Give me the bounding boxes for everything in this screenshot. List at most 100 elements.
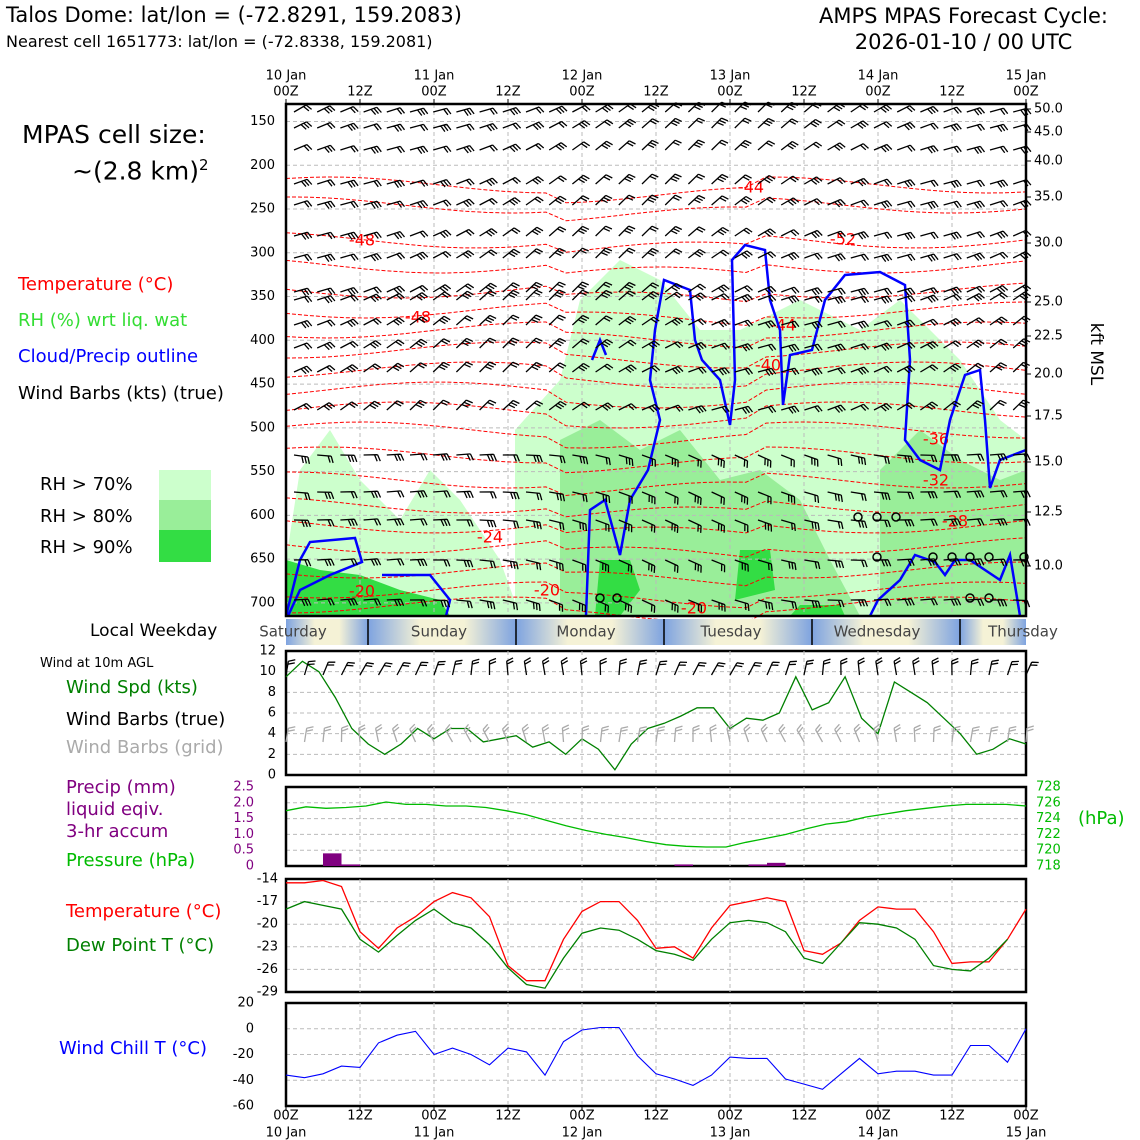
calm-wind-circle — [853, 512, 863, 522]
wind-barb — [943, 598, 962, 606]
wind-barb — [897, 295, 916, 303]
weekday-label: Tuesday — [699, 623, 761, 641]
wind-barb — [363, 252, 382, 262]
wind-barb — [432, 315, 451, 326]
wind-barb — [525, 400, 544, 411]
wind-barb — [966, 400, 984, 411]
wind-barb — [757, 294, 777, 302]
wind-barb — [920, 491, 938, 499]
wind-barb — [409, 230, 429, 238]
surface-wind-barb — [599, 657, 607, 676]
wind-barb — [386, 145, 406, 154]
bottom-hour-label: 00Z — [717, 1109, 743, 1124]
wind-barb — [456, 228, 475, 237]
wind-barb — [548, 289, 566, 301]
grid-wind-barb — [692, 724, 700, 742]
wind-barb — [293, 454, 311, 465]
wind-barb — [897, 253, 916, 262]
wind-barb — [641, 118, 659, 129]
wind-barb — [920, 253, 939, 262]
wind-barb — [966, 179, 986, 188]
wind-barb — [502, 361, 520, 373]
wind-barb — [571, 289, 590, 301]
wind-barb — [548, 105, 568, 115]
wind-barb — [873, 253, 893, 262]
pressure-tick-label: 350 — [250, 289, 275, 304]
wind-barb — [711, 559, 726, 573]
wind-barb — [804, 320, 823, 329]
wind-barb — [641, 173, 659, 185]
wind-barb — [989, 338, 1008, 349]
wind-barb — [641, 194, 659, 206]
kft-tick-label: 30.0 — [1034, 236, 1063, 251]
temperature-contour-label: -20 — [681, 599, 707, 618]
wind-barb — [664, 341, 684, 349]
wind-barb — [688, 341, 707, 351]
wind-barb — [618, 339, 637, 349]
wind-barb — [432, 291, 451, 301]
wind-barb — [897, 558, 915, 567]
wind-barb — [433, 123, 452, 132]
grid-wind-barb — [303, 726, 314, 743]
wind-barb — [363, 340, 382, 349]
surface-wind-barb — [340, 661, 355, 676]
wind-barb — [479, 519, 497, 528]
legend-local-weekday: Local Weekday — [90, 621, 218, 641]
wind-barb — [363, 558, 382, 566]
wind-barb — [897, 200, 916, 208]
wind-barb — [433, 107, 452, 116]
wind-barb — [757, 367, 777, 376]
windspd-tick-label: 10 — [259, 664, 276, 679]
windspd-tick-label: 8 — [268, 685, 276, 700]
weekday-band — [664, 619, 812, 645]
temperature-contour — [285, 301, 1027, 326]
grid-wind-barb — [969, 726, 980, 743]
wind-barb — [293, 402, 313, 411]
bottom-hour-label: 00Z — [865, 1109, 891, 1124]
grid-wind-barb — [873, 723, 881, 743]
pressure-tick-label: 500 — [250, 420, 275, 435]
wind-barb — [386, 339, 405, 349]
wind-barb — [757, 196, 776, 206]
kft-tick-label: 22.5 — [1034, 329, 1063, 344]
wind-barb — [827, 343, 846, 352]
wind-barb — [757, 251, 777, 259]
wind-barb — [502, 227, 521, 237]
wind-barb — [781, 559, 797, 571]
bottom-date-label: 15 Jan — [1006, 1126, 1047, 1140]
windchill-tick-label: -40 — [233, 1073, 254, 1088]
wind-barb — [920, 558, 938, 566]
wind-barb — [386, 107, 406, 115]
temp-tick-label: -29 — [257, 985, 278, 1000]
precip-bar — [674, 864, 693, 866]
wind-barb — [897, 287, 916, 296]
wind-barb — [572, 141, 591, 151]
wind-barb — [502, 176, 521, 185]
wind-barb — [549, 454, 566, 464]
bottom-hour-label: 00Z — [273, 1109, 299, 1124]
wind-barb — [340, 454, 358, 463]
wind-barb — [850, 559, 868, 568]
wind-barb — [340, 364, 359, 373]
wind-barb — [571, 314, 590, 326]
wind-barb — [966, 285, 986, 293]
wind-barb — [502, 314, 520, 326]
wind-barb — [896, 341, 916, 349]
kft-axis-label: kft MSL — [1086, 323, 1106, 386]
wind-barb — [989, 518, 1008, 526]
wind-barb — [572, 491, 588, 503]
wind-barb — [943, 106, 962, 114]
wind-barb — [525, 599, 541, 612]
wind-barb — [664, 173, 682, 185]
temp-tick-label: -23 — [257, 939, 278, 954]
grid-wind-barb — [426, 723, 435, 743]
wind-barb — [804, 141, 823, 151]
wind-barb — [920, 598, 938, 606]
surface-wind-barb — [359, 662, 374, 676]
wind-barb — [409, 199, 429, 209]
wind-barb — [989, 251, 1009, 259]
wind-barb — [363, 490, 382, 499]
wind-barb — [734, 599, 750, 611]
precip-tick-label: 1.0 — [233, 827, 254, 842]
wind-barb — [780, 491, 796, 504]
